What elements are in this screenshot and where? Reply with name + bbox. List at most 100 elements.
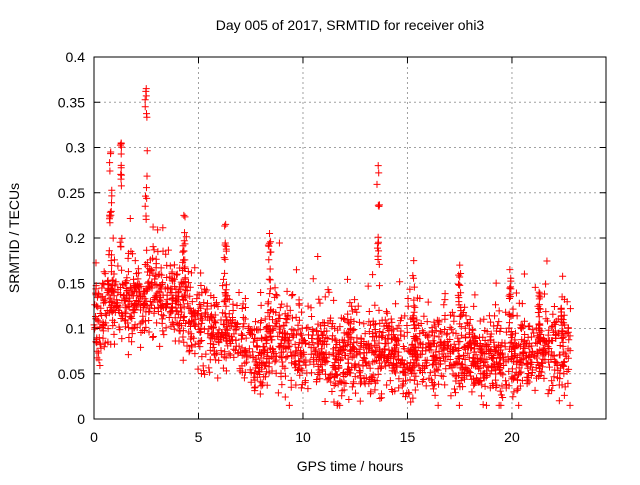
data-point <box>147 266 155 274</box>
data-point <box>280 322 288 330</box>
data-point <box>168 318 176 326</box>
data-point <box>253 373 261 381</box>
data-point <box>179 279 187 287</box>
data-point <box>256 348 264 356</box>
data-point <box>392 363 400 371</box>
data-point <box>191 308 199 316</box>
data-point <box>502 377 510 385</box>
data-point <box>374 162 382 170</box>
data-point <box>256 390 264 398</box>
data-point <box>558 321 566 329</box>
data-point <box>464 320 472 328</box>
data-point <box>566 347 574 355</box>
data-point <box>384 358 392 366</box>
data-point <box>203 299 211 307</box>
data-point <box>247 378 255 386</box>
data-point <box>410 283 418 291</box>
data-point <box>253 360 261 368</box>
data-point <box>488 367 496 375</box>
data-point <box>508 365 516 373</box>
data-point <box>323 340 331 348</box>
data-point <box>343 329 351 337</box>
data-point <box>377 364 385 372</box>
x-tick-label: 0 <box>90 429 98 445</box>
data-point <box>345 319 353 327</box>
data-point <box>505 324 513 332</box>
data-point <box>140 300 148 308</box>
data-point <box>553 362 561 370</box>
data-point <box>512 368 520 376</box>
data-point <box>336 377 344 385</box>
data-point <box>354 302 362 310</box>
data-point <box>143 113 151 121</box>
data-point <box>210 317 218 325</box>
data-point <box>303 369 311 377</box>
data-point <box>209 343 217 351</box>
data-point <box>266 229 274 237</box>
data-point <box>471 359 479 367</box>
data-point <box>298 308 306 316</box>
data-point <box>148 278 156 286</box>
data-point <box>496 387 504 395</box>
data-point <box>188 298 196 306</box>
data-point <box>157 301 165 309</box>
data-point <box>180 291 188 299</box>
data-point <box>200 299 208 307</box>
data-point <box>149 243 157 251</box>
data-point <box>307 344 315 352</box>
data-point <box>221 255 229 263</box>
data-point <box>106 167 114 175</box>
data-point <box>133 281 141 289</box>
data-point <box>492 346 500 354</box>
data-point <box>560 358 568 366</box>
data-point <box>310 360 318 368</box>
data-point <box>125 303 133 311</box>
data-point <box>219 364 227 372</box>
data-point <box>246 327 254 335</box>
data-point <box>337 345 345 353</box>
data-point <box>450 312 458 320</box>
data-point <box>541 337 549 345</box>
data-point <box>487 346 495 354</box>
data-point <box>195 326 203 334</box>
data-point <box>521 330 529 338</box>
data-point <box>207 331 215 339</box>
data-point <box>149 223 157 231</box>
data-point <box>519 348 527 356</box>
data-point <box>126 214 134 222</box>
data-point <box>117 182 125 190</box>
data-point <box>557 304 565 312</box>
data-point <box>264 298 272 306</box>
data-point <box>506 266 514 274</box>
data-point <box>398 357 406 365</box>
data-point <box>260 373 268 381</box>
data-point <box>106 294 114 302</box>
data-point <box>143 246 151 254</box>
data-point <box>142 212 150 220</box>
data-point <box>409 362 417 370</box>
data-point <box>95 291 103 299</box>
data-point <box>114 285 122 293</box>
data-point <box>174 321 182 329</box>
data-point <box>410 315 418 323</box>
data-point <box>500 356 508 364</box>
data-point <box>184 267 192 275</box>
data-point <box>559 327 567 335</box>
data-point <box>104 284 112 292</box>
data-point <box>468 388 476 396</box>
data-point <box>116 238 124 246</box>
data-point <box>460 351 468 359</box>
data-point <box>351 296 359 304</box>
data-point <box>465 330 473 338</box>
data-point <box>473 374 481 382</box>
data-point <box>110 292 118 300</box>
data-point <box>179 242 187 250</box>
data-point <box>264 309 272 317</box>
data-point <box>315 295 323 303</box>
data-point <box>183 342 191 350</box>
data-point <box>422 382 430 390</box>
data-point <box>288 314 296 322</box>
data-point <box>397 360 405 368</box>
data-point <box>150 309 158 317</box>
data-point <box>266 265 274 273</box>
